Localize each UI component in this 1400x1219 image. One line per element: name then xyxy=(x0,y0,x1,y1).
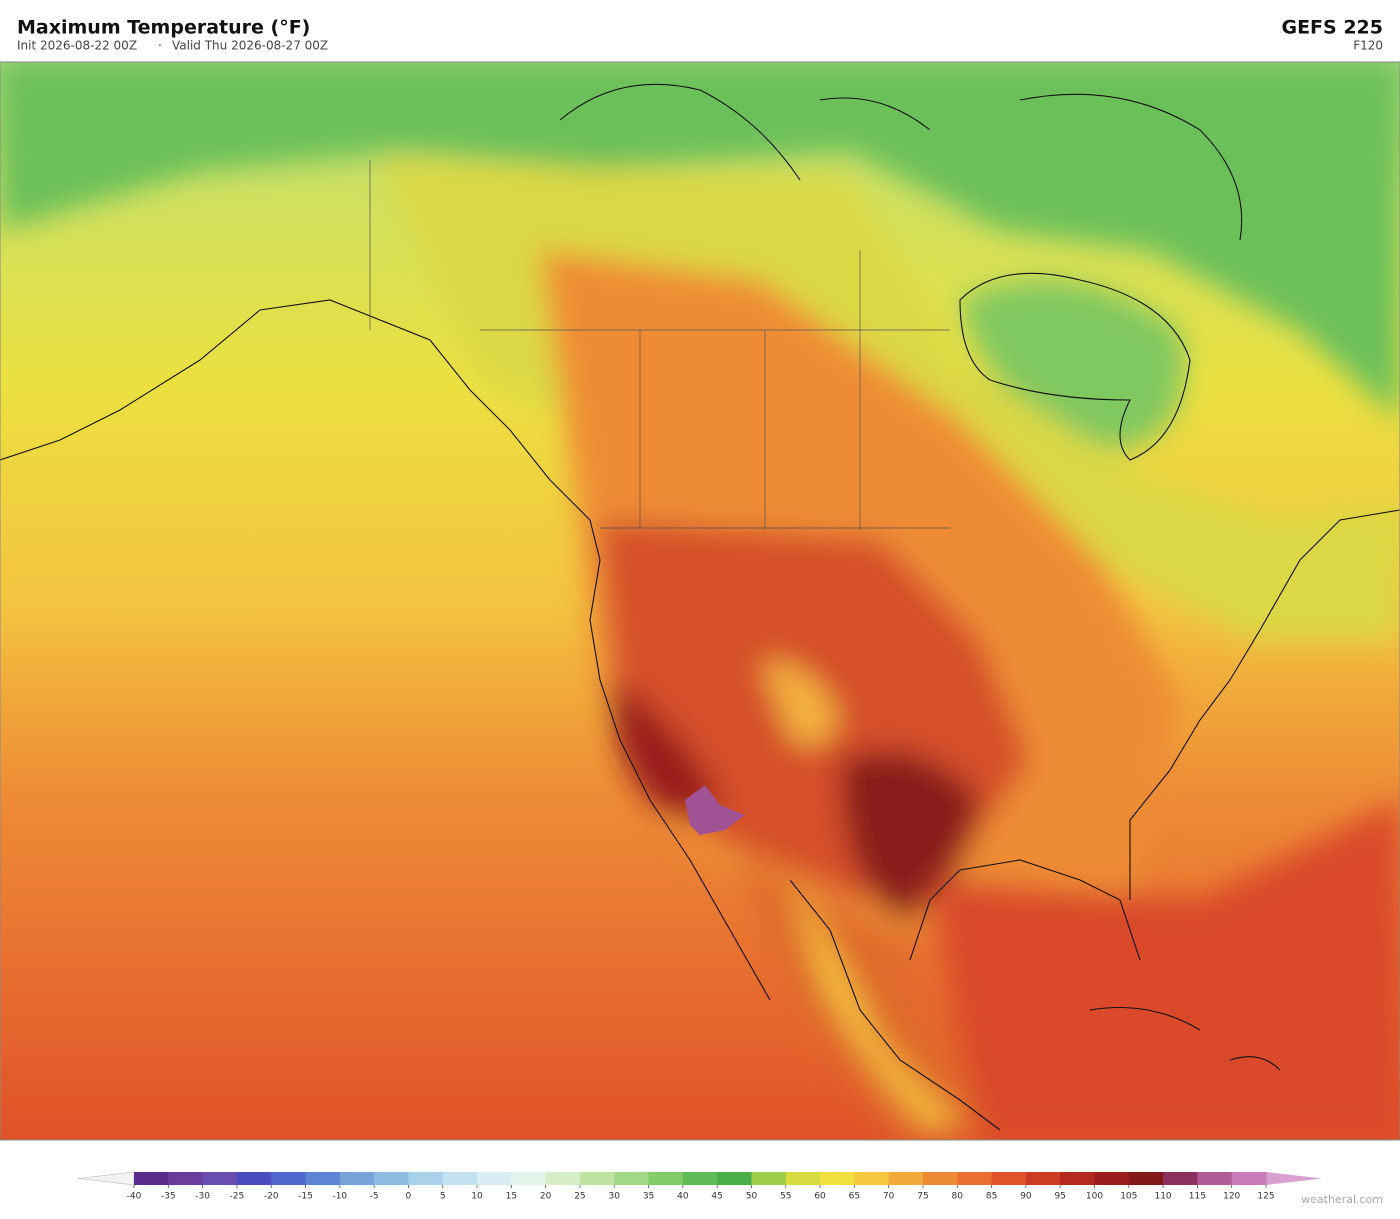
colorbar-tick-label: 40 xyxy=(677,1192,689,1202)
colorbar-tick-label: 70 xyxy=(883,1192,895,1202)
colorbar-tick-label: 80 xyxy=(952,1192,964,1202)
colorbar-bin xyxy=(1128,1172,1164,1185)
colorbar-tick-label: -25 xyxy=(230,1192,245,1202)
map-frame xyxy=(0,61,1400,1141)
model-label: GEFS 225 xyxy=(1281,17,1383,39)
colorbar-tick-label: 110 xyxy=(1154,1192,1171,1202)
colorbar-bin xyxy=(374,1172,409,1185)
watermark: weatherai.com xyxy=(1301,1193,1383,1206)
forecast-hour: F120 xyxy=(1353,39,1383,53)
colorbar-tick-label: 65 xyxy=(849,1192,860,1202)
colorbar-bin xyxy=(888,1172,924,1185)
colorbar-bin xyxy=(1094,1172,1130,1185)
colorbar-bin xyxy=(271,1172,307,1185)
colorbar-tick-label: -40 xyxy=(127,1192,142,1202)
colorbar-bin xyxy=(202,1172,238,1185)
title: Maximum Temperature (°F) xyxy=(17,17,310,39)
colorbar-tick-label: 0 xyxy=(406,1192,412,1202)
colorbar-tick-label: 100 xyxy=(1086,1192,1103,1202)
colorbar-tick-label: 20 xyxy=(540,1192,552,1202)
colorbar-tick-label: -10 xyxy=(332,1192,347,1202)
colorbar-bin xyxy=(1060,1172,1095,1185)
colorbar-tick-label: 60 xyxy=(814,1192,826,1202)
colorbar-bin xyxy=(717,1172,752,1185)
colorbar-bin xyxy=(339,1172,375,1185)
map xyxy=(0,62,1400,1140)
colorbar-over xyxy=(1266,1172,1322,1185)
colorbar-bin xyxy=(751,1172,787,1185)
colorbar-tick-label: -30 xyxy=(195,1192,210,1202)
colorbar-tick-label: 45 xyxy=(711,1192,722,1202)
colorbar-tick-label: 90 xyxy=(1020,1192,1032,1202)
colorbar-bin xyxy=(682,1172,718,1185)
colorbar-bin xyxy=(1197,1172,1233,1185)
colorbar-bin xyxy=(785,1172,821,1185)
colorbar-bin xyxy=(442,1172,478,1185)
colorbar-tick-label: 5 xyxy=(440,1192,446,1202)
colorbar-bin xyxy=(236,1172,272,1185)
colorbar-bin xyxy=(134,1172,169,1185)
colorbar: -40 -35 -30 -25 -20 -15 -10 -5 0 5 10 15 20 25 30 35 40 4… xyxy=(77,1171,1322,1202)
colorbar-bin xyxy=(511,1172,547,1185)
colorbar-tick-label: 10 xyxy=(471,1192,483,1202)
colorbar-tick-label: 75 xyxy=(917,1192,928,1202)
separator: · xyxy=(158,39,162,53)
colorbar-bin xyxy=(648,1172,684,1185)
colorbar-tick-label: 115 xyxy=(1189,1192,1206,1202)
colorbar-bin xyxy=(305,1172,341,1185)
colorbar-tick-label: 95 xyxy=(1054,1192,1065,1202)
colorbar-tick-label: 15 xyxy=(506,1192,517,1202)
colorbar-bin xyxy=(922,1172,958,1185)
colorbar-tick-label: 35 xyxy=(643,1192,654,1202)
colorbar-bin xyxy=(854,1172,890,1185)
colorbar-bin xyxy=(168,1172,204,1185)
colorbar-tick-label: 120 xyxy=(1223,1192,1240,1202)
colorbar-tick-label: 50 xyxy=(746,1192,758,1202)
colorbar-tick-label: 25 xyxy=(574,1192,585,1202)
colorbar-tick-label: -5 xyxy=(370,1192,379,1202)
colorbar-tick-label: -35 xyxy=(161,1192,176,1202)
colorbar-bin xyxy=(1025,1172,1061,1185)
colorbar-tick-label: 30 xyxy=(609,1192,621,1202)
colorbar-tick-label: 105 xyxy=(1120,1192,1137,1202)
colorbar-bin xyxy=(614,1172,650,1185)
colorbar-bin xyxy=(991,1172,1027,1185)
colorbar-bin xyxy=(1231,1172,1267,1185)
colorbar-bin xyxy=(545,1172,581,1185)
valid-time: Valid Thu 2026-08-27 00Z xyxy=(172,39,328,53)
colorbar-bin xyxy=(957,1172,993,1185)
colorbar-tick-label: -20 xyxy=(264,1192,279,1202)
colorbar-bin xyxy=(579,1172,615,1185)
init-time: Init 2026-08-22 00Z xyxy=(17,39,137,53)
colorbar-tick-label: -15 xyxy=(298,1192,313,1202)
colorbar-bin xyxy=(820,1172,855,1185)
colorbar-bin xyxy=(408,1172,444,1185)
colorbar-under xyxy=(77,1171,135,1186)
colorbar-bin xyxy=(1163,1172,1198,1185)
colorbar-bin xyxy=(477,1172,512,1185)
colorbar-tick-label: 55 xyxy=(780,1192,791,1202)
colorbar-tick-label: 85 xyxy=(986,1192,997,1202)
colorbar-tick-label: 125 xyxy=(1257,1192,1274,1202)
